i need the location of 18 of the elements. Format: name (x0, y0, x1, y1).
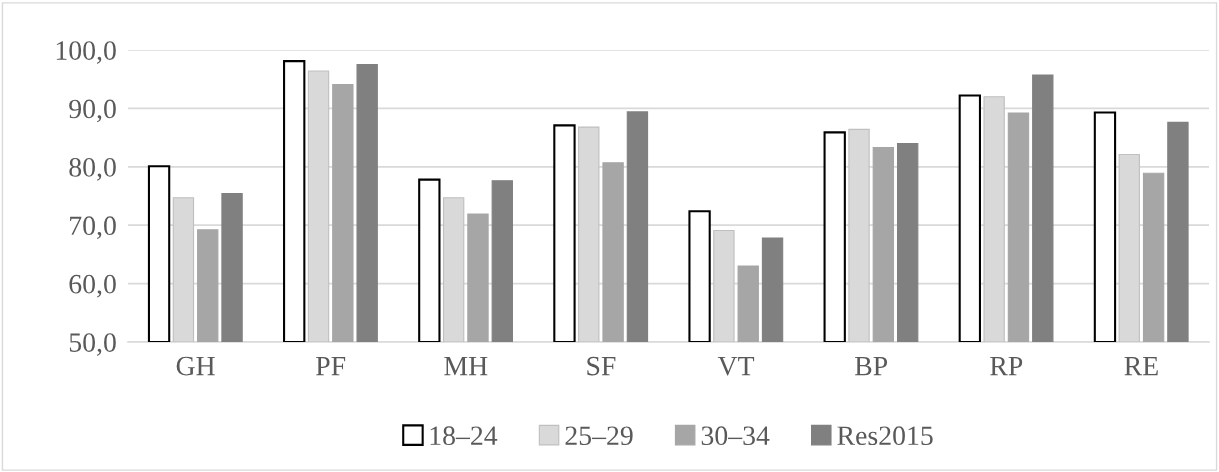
x-tick-label: RE (1124, 356, 1158, 376)
y-tick-label: 90,0 (69, 99, 116, 123)
legend-label: 18–24 (430, 426, 498, 446)
x-tick-label: BP (855, 356, 888, 376)
legend-label: 30–34 (701, 426, 770, 446)
x-tick-label: RP (990, 356, 1023, 376)
y-tick-label: 100,0 (56, 41, 116, 64)
legend-label: 25–29 (565, 426, 633, 446)
y-tick-label: 70,0 (70, 216, 116, 240)
x-tick-label: MH (444, 356, 488, 376)
y-tick-label: 60,0 (69, 274, 116, 298)
legend-label: Res2015 (837, 426, 933, 446)
x-tick-label: SF (587, 356, 616, 376)
y-tick-label: 50,0 (69, 333, 116, 356)
x-tick-label: GH (176, 356, 215, 376)
x-tick-label: VT (717, 356, 755, 376)
y-tick-label: 80,0 (69, 157, 116, 181)
x-tick-label: PF (316, 356, 346, 376)
